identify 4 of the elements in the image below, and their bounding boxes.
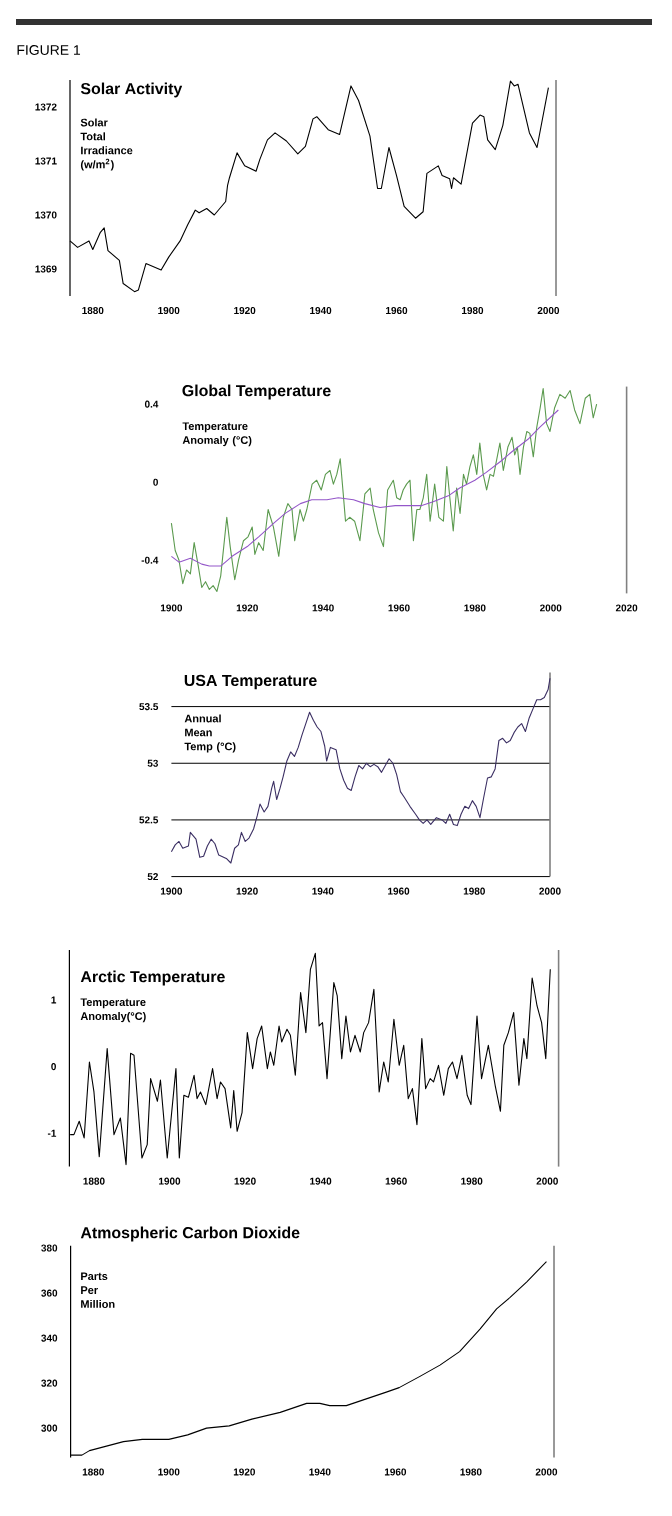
line-series [170,387,598,592]
line-series [69,80,549,293]
line-series [170,677,551,864]
line-series [69,952,551,1166]
